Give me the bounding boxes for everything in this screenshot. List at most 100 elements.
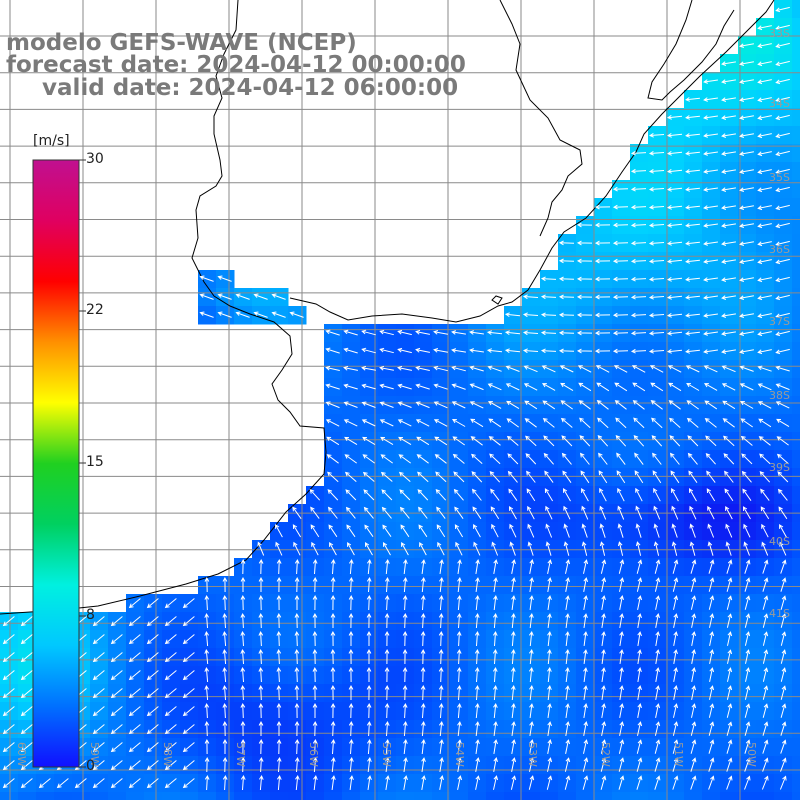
wind-arrow: [529, 595, 534, 610]
field-cell: [792, 648, 800, 667]
wind-arrow: [666, 150, 683, 156]
wind-arrow: [637, 667, 642, 682]
wind-arrow: [330, 666, 336, 683]
wind-arrow: [456, 684, 462, 701]
wind-arrow: [762, 757, 769, 772]
wind-arrow: [258, 630, 264, 647]
wind-arrow: [527, 505, 535, 520]
wind-arrow: [454, 506, 464, 519]
lat-label: 39S: [769, 461, 790, 474]
wind-arrow: [637, 595, 643, 610]
colorbar-tick-label: 30: [86, 151, 104, 167]
wind-arrow: [723, 435, 735, 447]
wind-arrow: [110, 706, 123, 717]
wind-arrow: [486, 348, 503, 353]
wind-arrow: [775, 401, 790, 409]
wind-arrow: [199, 293, 214, 300]
wind-arrow: [438, 702, 444, 719]
wind-arrow: [559, 365, 574, 373]
field-cell: [0, 792, 19, 800]
wind-arrow: [384, 702, 390, 719]
field-cell: [756, 792, 775, 800]
wind-arrow: [726, 685, 733, 700]
wind-arrow: [453, 471, 465, 483]
wind-arrow: [583, 631, 588, 646]
wind-arrow: [708, 559, 715, 574]
wind-arrow: [631, 365, 646, 373]
wind-arrow: [312, 684, 318, 701]
wind-arrow: [325, 419, 340, 427]
wind-arrow: [739, 169, 754, 174]
wind-arrow: [685, 331, 700, 336]
wind-arrow: [385, 558, 390, 575]
field-cell: [738, 792, 757, 800]
field-cell: [684, 792, 703, 800]
wind-arrow: [146, 598, 159, 609]
wind-arrow: [775, 365, 790, 372]
wind-arrow: [759, 453, 771, 465]
wind-arrow: [596, 382, 610, 392]
wind-arrow: [547, 666, 552, 683]
wind-arrow: [673, 613, 679, 628]
lon-label: 56W: [307, 742, 320, 767]
wind-arrow: [596, 400, 609, 410]
wind-arrow: [780, 577, 787, 592]
wind-arrow: [721, 133, 736, 138]
wind-arrow: [579, 435, 591, 447]
wind-arrow: [294, 666, 300, 683]
wind-arrow: [707, 541, 714, 556]
wind-arrow: [721, 169, 736, 174]
wind-arrow: [654, 757, 661, 772]
wind-arrow: [547, 648, 552, 665]
wind-arrow: [632, 382, 646, 392]
wind-arrow: [164, 760, 177, 771]
wind-arrow: [563, 523, 570, 538]
wind-arrow: [361, 383, 376, 390]
wind-arrow: [381, 506, 392, 519]
wind-arrow: [204, 630, 210, 647]
wind-arrow: [400, 524, 410, 538]
wind-arrow: [582, 775, 589, 790]
wind-arrow: [258, 648, 264, 665]
wind-arrow: [327, 506, 338, 519]
wind-arrow: [690, 775, 697, 790]
wind-arrow: [164, 634, 177, 645]
wind-arrow: [757, 277, 772, 283]
wind-arrow: [739, 365, 754, 372]
wind-arrow: [271, 293, 286, 300]
wind-arrow: [529, 703, 534, 718]
wind-arrow: [704, 417, 717, 428]
wind-arrow: [204, 720, 210, 737]
wind-arrow: [258, 594, 264, 611]
wind-arrow: [222, 630, 228, 647]
wind-arrow: [779, 524, 787, 538]
wind-arrow: [312, 756, 318, 773]
wind-arrow: [309, 489, 321, 501]
wind-arrow: [558, 348, 575, 354]
wind-arrow: [709, 649, 715, 664]
wind-arrow: [777, 488, 788, 501]
wind-arrow: [418, 506, 428, 519]
wind-arrow: [540, 276, 557, 282]
wind-arrow: [128, 652, 141, 663]
wind-arrow: [543, 435, 555, 447]
wind-arrow: [381, 489, 393, 501]
wind-arrow: [454, 524, 464, 538]
wind-arrow: [420, 594, 426, 611]
wind-arrow: [619, 631, 624, 646]
wind-arrow: [2, 634, 15, 645]
wind-arrow: [402, 648, 408, 665]
wind-arrow: [666, 186, 683, 192]
wind-arrow: [600, 757, 607, 772]
lat-label: 41S: [769, 607, 790, 620]
wind-arrow: [222, 648, 228, 665]
wind-arrow: [522, 312, 539, 318]
wind-arrow: [528, 648, 534, 665]
wind-arrow: [235, 311, 250, 318]
wind-arrow: [721, 115, 736, 120]
wind-arrow: [433, 330, 448, 335]
wind-arrow: [691, 649, 696, 664]
wind-arrow: [540, 348, 557, 354]
wind-arrow: [757, 349, 772, 355]
wind-arrow: [594, 294, 611, 300]
